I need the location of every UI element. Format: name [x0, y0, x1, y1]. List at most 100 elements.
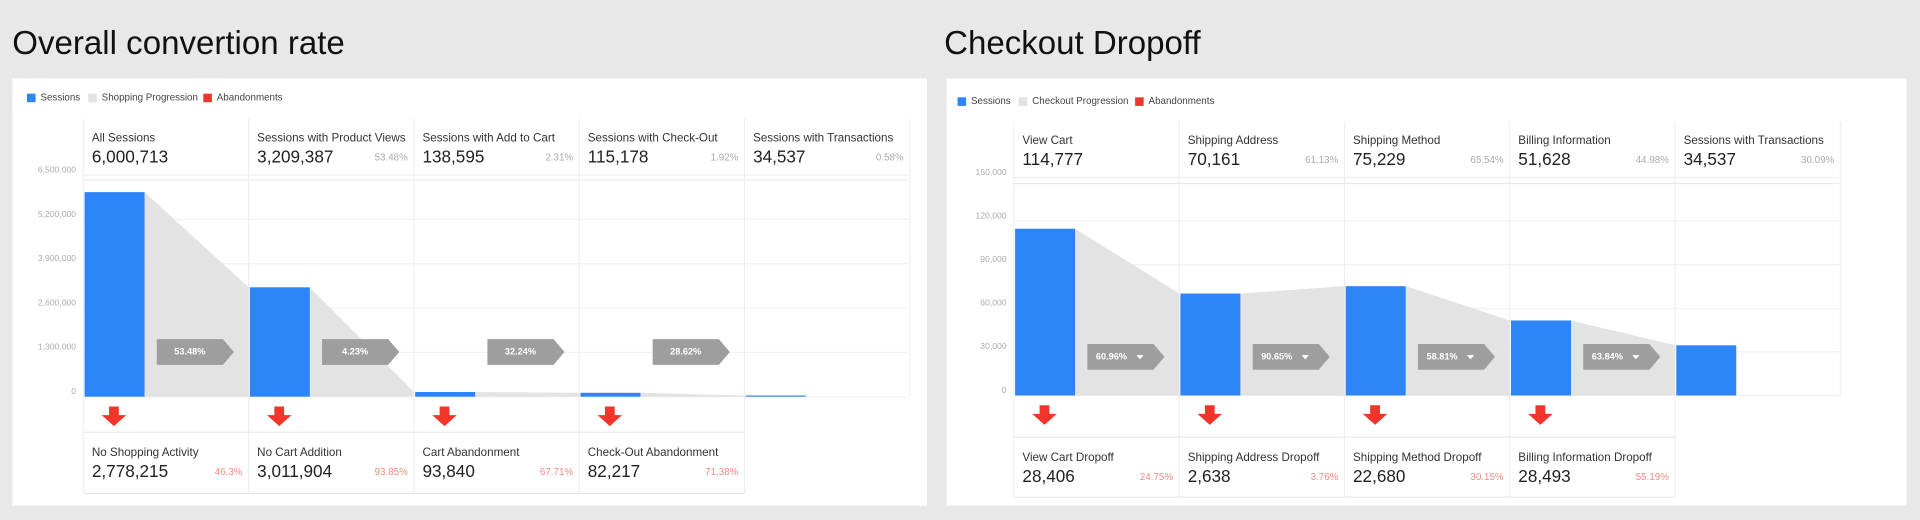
progression-arrow [1583, 344, 1661, 370]
legend-label: Checkout Progression [1032, 96, 1128, 107]
stage-name: All Sessions [92, 131, 156, 144]
stage-value: 138,595 [422, 146, 484, 166]
legend-swatch [203, 93, 212, 103]
y-tick-label: 60,000 [980, 298, 1006, 308]
y-tick-label: 30,000 [980, 341, 1006, 351]
progression-label: 90.65% [1261, 351, 1292, 361]
abandonment-arrow [1032, 405, 1057, 425]
y-tick-label: 150,000 [976, 167, 1007, 177]
abandonment-rate: 93.85% [375, 467, 408, 478]
stage-value: 114,777 [1022, 149, 1083, 169]
stage-value: 70,161 [1188, 149, 1240, 169]
legend-label: Abandonments [1149, 96, 1215, 107]
legend-swatch [957, 97, 967, 106]
stage-value: 3,209,387 [257, 146, 333, 166]
y-tick-label: 2,600,000 [38, 297, 76, 307]
bar [1345, 286, 1406, 396]
stage-name: Billing Information [1518, 134, 1610, 147]
abandonment-arrow [101, 406, 127, 427]
abandonment-arrow [597, 406, 623, 427]
dropdown-icon [1136, 355, 1144, 360]
bar [1180, 293, 1241, 396]
abandonment-arrow [1362, 405, 1388, 425]
stage-rate: 44.98% [1636, 155, 1669, 166]
bar [84, 192, 145, 397]
abandonment-name: Billing Information Dropoff [1518, 451, 1652, 464]
chart-title: Checkout Dropoff [944, 25, 1201, 62]
bar [1015, 228, 1076, 396]
stage-rate: 53.48% [375, 153, 408, 164]
progression-arrow [652, 339, 730, 365]
abandonment-value: 2,638 [1188, 466, 1231, 486]
progression-label: 58.81% [1426, 351, 1457, 361]
abandonment-value: 22,680 [1353, 466, 1405, 486]
stage-rate: 2.31% [545, 153, 573, 164]
dropdown-icon [1301, 355, 1309, 360]
abandonment-value: 2,778,215 [92, 461, 168, 481]
dropdown-icon [1632, 355, 1640, 360]
stage-rate: 30.09% [1801, 155, 1834, 166]
progression-arrow [1417, 344, 1496, 370]
stage-name: Shipping Address [1188, 134, 1279, 147]
bar [1510, 320, 1571, 396]
y-tick-label: 0 [71, 386, 76, 396]
stage-name: Sessions with Transactions [753, 131, 893, 144]
bar [745, 395, 806, 397]
abandonment-name: No Cart Addition [257, 446, 342, 459]
abandonment-value: 82,217 [588, 461, 640, 481]
abandonment-value: 28,406 [1022, 466, 1074, 486]
progression-label: 4.23% [342, 346, 368, 356]
abandonment-name: View Cart Dropoff [1022, 451, 1114, 464]
y-tick-label: 0 [1002, 385, 1007, 395]
legend-label: Abandonments [217, 93, 283, 104]
abandonment-rate: 67.71% [540, 467, 573, 478]
progression-label: 53.48% [174, 346, 205, 356]
y-tick-label: 3,900,000 [38, 253, 76, 263]
abandonment-rate: 55.19% [1636, 472, 1669, 483]
stage-rate: 65.54% [1470, 155, 1503, 166]
abandonment-name: Cart Abandonment [422, 446, 520, 459]
legend-swatch [1135, 97, 1144, 106]
abandonment-arrow [266, 406, 292, 427]
abandonment-arrow [1197, 405, 1223, 425]
y-tick-label: 1,300,000 [38, 342, 76, 352]
abandonment-rate: 46.3% [215, 467, 243, 478]
legend-swatch [88, 93, 97, 103]
abandonment-name: Shipping Address Dropoff [1188, 451, 1320, 464]
abandonment-value: 28,493 [1518, 466, 1570, 486]
progression-arrow [322, 339, 400, 365]
abandonment-arrow [1528, 405, 1553, 425]
abandonment-arrow [432, 406, 457, 427]
abandonment-rate: 24.75% [1140, 472, 1173, 483]
bar [1676, 345, 1737, 396]
stage-name: Shipping Method [1353, 134, 1440, 147]
y-tick-label: 90,000 [980, 254, 1006, 264]
legend-swatch [1018, 97, 1028, 106]
bar [415, 391, 476, 397]
abandonment-name: No Shopping Activity [92, 446, 199, 459]
abandonment-rate: 71.38% [705, 467, 738, 478]
dropdown-icon [1466, 355, 1475, 360]
progression-arrow [156, 339, 234, 365]
progression-label: 28.62% [670, 346, 701, 356]
legend-label: Shopping Progression [102, 93, 198, 104]
progression-area [475, 391, 580, 397]
progression-area [1240, 286, 1345, 396]
stage-name: Sessions with Check-Out [588, 131, 719, 144]
progression-label: 32.24% [505, 346, 536, 356]
stage-value: 75,229 [1353, 149, 1405, 169]
progression-arrow [487, 339, 565, 365]
stage-value: 6,000,713 [92, 146, 168, 166]
progression-area [640, 392, 745, 397]
y-tick-label: 120,000 [976, 210, 1007, 220]
abandonment-name: Check-Out Abandonment [588, 446, 719, 459]
stage-rate: 1.92% [711, 153, 739, 164]
stage-value: 34,537 [753, 146, 805, 166]
bar [249, 287, 310, 397]
progression-arrow [1252, 344, 1330, 370]
progression-label: 63.84% [1592, 351, 1623, 361]
chart-title: Overall convertion rate [12, 25, 344, 62]
legend-label: Sessions [40, 93, 80, 104]
stage-rate: 0.58% [876, 153, 904, 164]
